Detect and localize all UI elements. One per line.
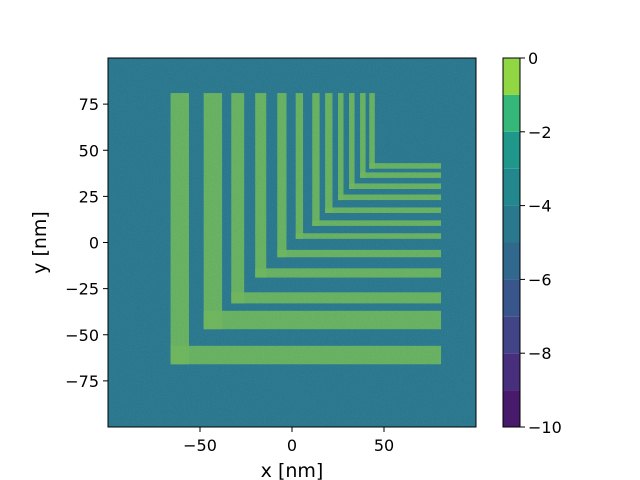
y-tick-label: 25: [79, 187, 99, 206]
x-tick-label: 50: [374, 436, 394, 455]
colorbar-ticks: 0 −2 −4 −6 −8 −10: [520, 49, 562, 437]
colorbar-tick-label: −10: [528, 418, 562, 437]
colorbar-band: [503, 131, 520, 169]
colorbar-tick-label: −4: [528, 197, 552, 216]
colorbar-tick-label: 0: [528, 49, 538, 68]
colorbar-band: [503, 279, 520, 317]
y-tick-label: 50: [79, 141, 99, 160]
y-tick-label: −25: [65, 280, 99, 299]
colorbar-band: [503, 205, 520, 243]
y-tick-label: −50: [65, 326, 99, 345]
colorbar-band: [503, 353, 520, 391]
colorbar-band: [503, 58, 520, 95]
y-tick-label: 0: [89, 234, 99, 253]
colorbar-tick-label: −6: [528, 270, 552, 289]
colorbar-band: [503, 316, 520, 354]
x-axis-label: x [nm]: [261, 460, 324, 480]
colorbar-band: [503, 94, 520, 132]
colorbar-tick-label: −2: [528, 123, 552, 142]
heatmap-noise: [108, 58, 476, 427]
colorbar-band: [503, 390, 520, 427]
y-axis-ticks: 75 50 25 0 −25 −50 −75: [65, 95, 108, 391]
x-axis-ticks: −50 0 50: [183, 427, 394, 455]
colorbar-bands: [503, 58, 520, 427]
x-tick-label: 0: [287, 436, 297, 455]
colorbar-band: [503, 242, 520, 280]
y-tick-label: −75: [65, 372, 99, 391]
colorbar-frame: [502, 57, 521, 428]
plot-area: [107, 57, 477, 428]
colorbar-tick-label: −8: [528, 344, 552, 363]
colorbar: 0 −2 −4 −6 −8 −10: [502, 49, 562, 437]
colorbar-band: [503, 168, 520, 206]
y-tick-label: 75: [79, 95, 99, 114]
y-axis-label: y [nm]: [29, 211, 51, 274]
x-tick-label: −50: [183, 436, 217, 455]
